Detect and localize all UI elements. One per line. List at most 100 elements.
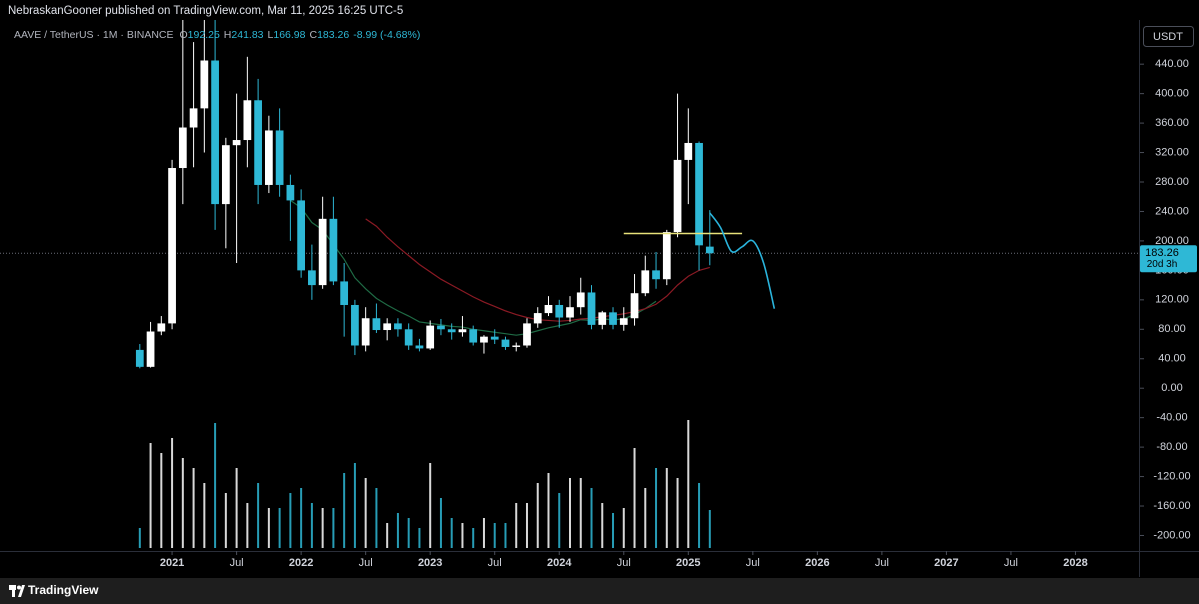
price-tag-countdown: 20d 3h xyxy=(1147,259,1178,270)
x-tick-label: Jul xyxy=(617,557,631,569)
y-tick-label: -160.00 xyxy=(1153,500,1190,512)
x-tick-label: Jul xyxy=(359,557,373,569)
volume-bar xyxy=(547,473,550,548)
candle-body xyxy=(641,270,650,294)
volume-bar xyxy=(289,493,292,548)
candle-body xyxy=(437,325,445,330)
candle-body xyxy=(490,336,499,340)
price-tag xyxy=(1140,245,1197,273)
volume-bar xyxy=(300,488,303,548)
currency-label[interactable]: USDT xyxy=(1153,31,1183,43)
candle-body xyxy=(630,293,639,319)
candle-body xyxy=(297,200,306,271)
x-tick-label: Jul xyxy=(746,557,760,569)
y-tick-label: 80.00 xyxy=(1158,323,1186,335)
y-tick-label: -120.00 xyxy=(1153,470,1190,482)
legend-ohlc-label: L xyxy=(268,29,274,41)
candle-body xyxy=(189,108,198,128)
footer xyxy=(0,578,1199,604)
volume-bar xyxy=(590,488,593,548)
candle-body xyxy=(135,349,144,367)
y-tick-label: 0.00 xyxy=(1161,382,1182,394)
candle-body xyxy=(523,323,531,346)
volume-bar xyxy=(515,503,518,548)
candle-body xyxy=(146,331,155,367)
volume-bar xyxy=(633,448,636,548)
legend-ohlc-label: O xyxy=(180,29,188,41)
candle-body xyxy=(404,329,413,346)
volume-bar xyxy=(644,488,647,548)
y-tick-label: -80.00 xyxy=(1156,441,1187,453)
y-tick-label: 120.00 xyxy=(1155,294,1189,306)
volume-bar xyxy=(525,503,528,548)
candle-body xyxy=(340,281,349,305)
y-tick-label: 280.00 xyxy=(1155,176,1189,188)
legend-ohlc-label: C xyxy=(309,29,317,41)
x-tick-label: 2027 xyxy=(934,557,958,569)
volume-bar xyxy=(461,523,464,548)
volume-bar xyxy=(708,510,711,548)
candle-body xyxy=(286,184,295,201)
y-tick-label: 240.00 xyxy=(1155,205,1189,217)
candle-body xyxy=(598,312,607,325)
x-tick-label: Jul xyxy=(875,557,889,569)
y-tick-label: 40.00 xyxy=(1158,353,1186,365)
price-tag-value: 183.26 xyxy=(1145,247,1179,259)
volume-bar xyxy=(407,518,410,548)
y-tick-label: 320.00 xyxy=(1155,146,1189,158)
candle-body xyxy=(221,145,230,205)
volume-bar xyxy=(224,493,227,548)
candle-body xyxy=(619,318,628,325)
candle-body xyxy=(566,307,574,318)
legend-ohlc-value: 183.26 xyxy=(317,29,349,41)
candle-body xyxy=(447,329,456,333)
candle-body xyxy=(243,100,252,141)
legend-change: -8.99 (-4.68%) xyxy=(353,29,420,41)
candle-body xyxy=(383,323,392,331)
legend-ohlc-value: 192.25 xyxy=(188,29,220,41)
volume-bar xyxy=(171,438,174,548)
volume-bar xyxy=(375,488,378,548)
candle-body xyxy=(673,159,682,233)
volume-bar xyxy=(429,463,432,548)
candle-body xyxy=(705,246,714,254)
candle-body xyxy=(394,323,402,330)
volume-bar xyxy=(203,483,206,548)
volume-bar xyxy=(569,478,571,548)
candle-body xyxy=(662,232,671,280)
candle-body xyxy=(501,339,510,347)
legend-ohlc-label: H xyxy=(224,29,232,41)
candle-body xyxy=(415,345,424,349)
candle-body xyxy=(200,60,209,109)
volume-bar xyxy=(138,528,141,548)
x-tick-label: 2026 xyxy=(805,557,829,569)
candle-body xyxy=(426,325,435,349)
candle-body xyxy=(372,318,381,331)
volume-bar xyxy=(665,468,668,548)
currency-button[interactable] xyxy=(1143,26,1194,47)
projection xyxy=(709,212,776,309)
candle-body xyxy=(232,140,241,146)
volume-bar xyxy=(386,523,389,548)
candle-body xyxy=(318,218,327,286)
volume-bar xyxy=(493,523,496,548)
volume-bar xyxy=(257,483,260,548)
volume-bar xyxy=(558,493,561,548)
candle-body xyxy=(308,270,316,286)
legend: AAVE / TetherUS · 1M · BINANCE O192.25 H24… xyxy=(14,29,420,41)
x-tick-label: Jul xyxy=(488,557,502,569)
candle-body xyxy=(254,100,262,185)
candle-body xyxy=(275,130,284,185)
y-tick-label: 360.00 xyxy=(1155,117,1189,129)
candle-body xyxy=(652,270,660,280)
candle-body xyxy=(351,304,359,346)
volume-bar xyxy=(612,513,615,548)
candle-body xyxy=(264,130,273,185)
x-tick-label: Jul xyxy=(230,557,244,569)
volume-bar xyxy=(676,478,679,548)
candle-body xyxy=(609,312,617,325)
candle-body xyxy=(576,292,585,308)
x-tick-label: 2023 xyxy=(418,557,442,569)
